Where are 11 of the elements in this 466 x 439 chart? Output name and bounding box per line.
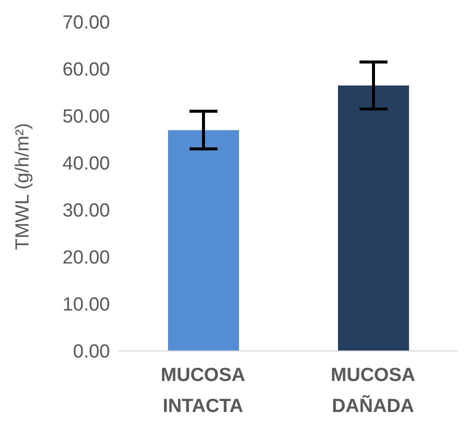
x-tick-label: MUCOSA DAÑADA [330, 365, 416, 417]
y-tick-label: 40.00 [62, 154, 110, 175]
y-tick-label: 60.00 [62, 60, 110, 81]
y-axis-title: TMWL (g/h/m²) [12, 122, 34, 250]
y-tick-label: 0.00 [73, 342, 110, 363]
y-tick-label: 20.00 [62, 248, 110, 269]
y-tick-label: 30.00 [62, 200, 110, 222]
x-tick-label: MUCOSA INTACTA [160, 365, 246, 417]
y-tick-label: 50.00 [62, 106, 110, 128]
y-tick-label: 10.00 [62, 294, 110, 316]
y-tick-label: 70.00 [62, 12, 110, 34]
